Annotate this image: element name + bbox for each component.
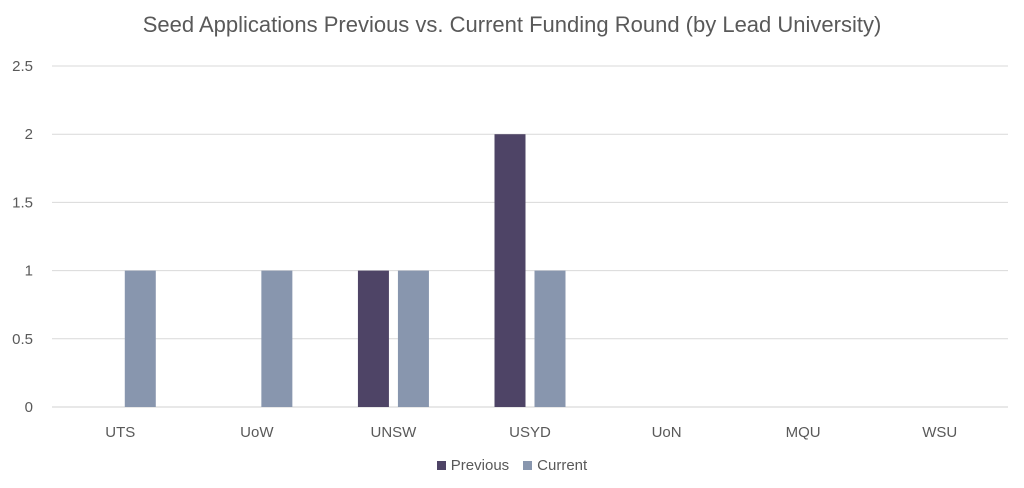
- bar-current: [124, 270, 156, 407]
- x-tick-label: UNSW: [371, 424, 418, 441]
- x-tick-label: UoN: [652, 424, 682, 441]
- legend-swatch-previous: [436, 461, 446, 470]
- legend-swatch-current: [523, 461, 533, 470]
- chart-title: Seed Applications Previous vs. Current F…: [142, 12, 882, 37]
- legend-item-previous: Previous: [436, 457, 510, 474]
- x-tick-label: UoW: [240, 424, 274, 441]
- x-tick-label: UTS: [105, 424, 135, 441]
- legend-item-current: Current: [523, 457, 587, 474]
- bar-current: [397, 270, 429, 407]
- legend: Previous Current: [0, 457, 1024, 474]
- y-tick-label: 2: [25, 126, 33, 143]
- y-tick-label: 0: [25, 399, 33, 416]
- bar-current: [534, 270, 566, 407]
- y-tick-label: 1.5: [12, 194, 33, 211]
- legend-label-previous: Previous: [450, 457, 510, 474]
- x-tick-label: MQU: [786, 424, 821, 441]
- y-tick-label: 0.5: [12, 331, 33, 348]
- bar-current: [261, 270, 293, 407]
- y-tick-label: 1: [25, 263, 33, 280]
- y-tick-label: 2.5: [12, 58, 33, 75]
- bar-previous: [357, 270, 389, 407]
- x-tick-label: USYD: [509, 424, 551, 441]
- legend-label-current: Current: [537, 457, 588, 474]
- x-tick-label: WSU: [922, 424, 957, 441]
- bar-previous: [494, 134, 526, 407]
